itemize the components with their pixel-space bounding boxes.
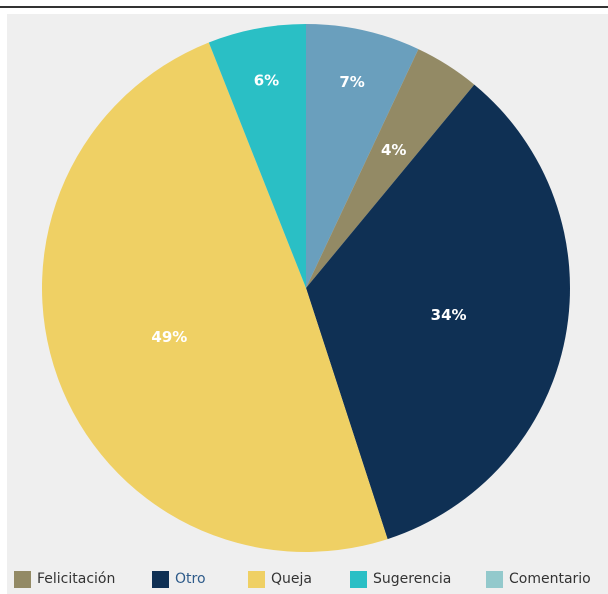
legend-item-otro: Otro <box>152 570 206 588</box>
legend-item-sugerencia: Sugerencia <box>350 570 451 588</box>
legend-swatch-comentario <box>486 570 503 588</box>
legend-swatch-sugerencia <box>350 570 367 588</box>
legend-label-queja: Queja <box>271 571 312 587</box>
legend: Felicitación Otro Queja Sugerencia Comen… <box>14 570 608 588</box>
legend-swatch-otro <box>152 570 169 588</box>
data-label-felicitacion: 4% <box>381 141 406 159</box>
legend-swatch-felicitacion <box>14 570 31 588</box>
legend-swatch-queja <box>248 570 265 588</box>
legend-label-otro: Otro <box>175 571 206 587</box>
pie-slice-comentario <box>306 24 419 288</box>
pie-slice-otro <box>306 84 571 540</box>
top-rule <box>0 6 608 8</box>
pie-labels: 7% 4% 34% 49% 6% <box>151 72 466 347</box>
legend-label-sugerencia: Sugerencia <box>373 571 452 587</box>
pie-slice-felicitacion <box>306 49 475 289</box>
legend-item-felicitacion: Felicitación <box>14 570 115 588</box>
pie-slice-sugerencia <box>208 24 306 288</box>
data-label-otro: 34% <box>431 306 467 324</box>
legend-item-comentario: Comentario <box>486 570 591 588</box>
data-label-comentario: 7% <box>339 73 364 91</box>
pie-slice-queja <box>41 42 388 553</box>
legend-label-felicitacion: Felicitación <box>37 571 116 587</box>
data-label-sugerencia: 6% <box>254 72 279 90</box>
pie-slices <box>41 24 571 553</box>
data-label-queja: 49% <box>151 328 187 346</box>
legend-item-queja: Queja <box>248 570 312 588</box>
legend-label-comentario: Comentario <box>509 571 591 587</box>
